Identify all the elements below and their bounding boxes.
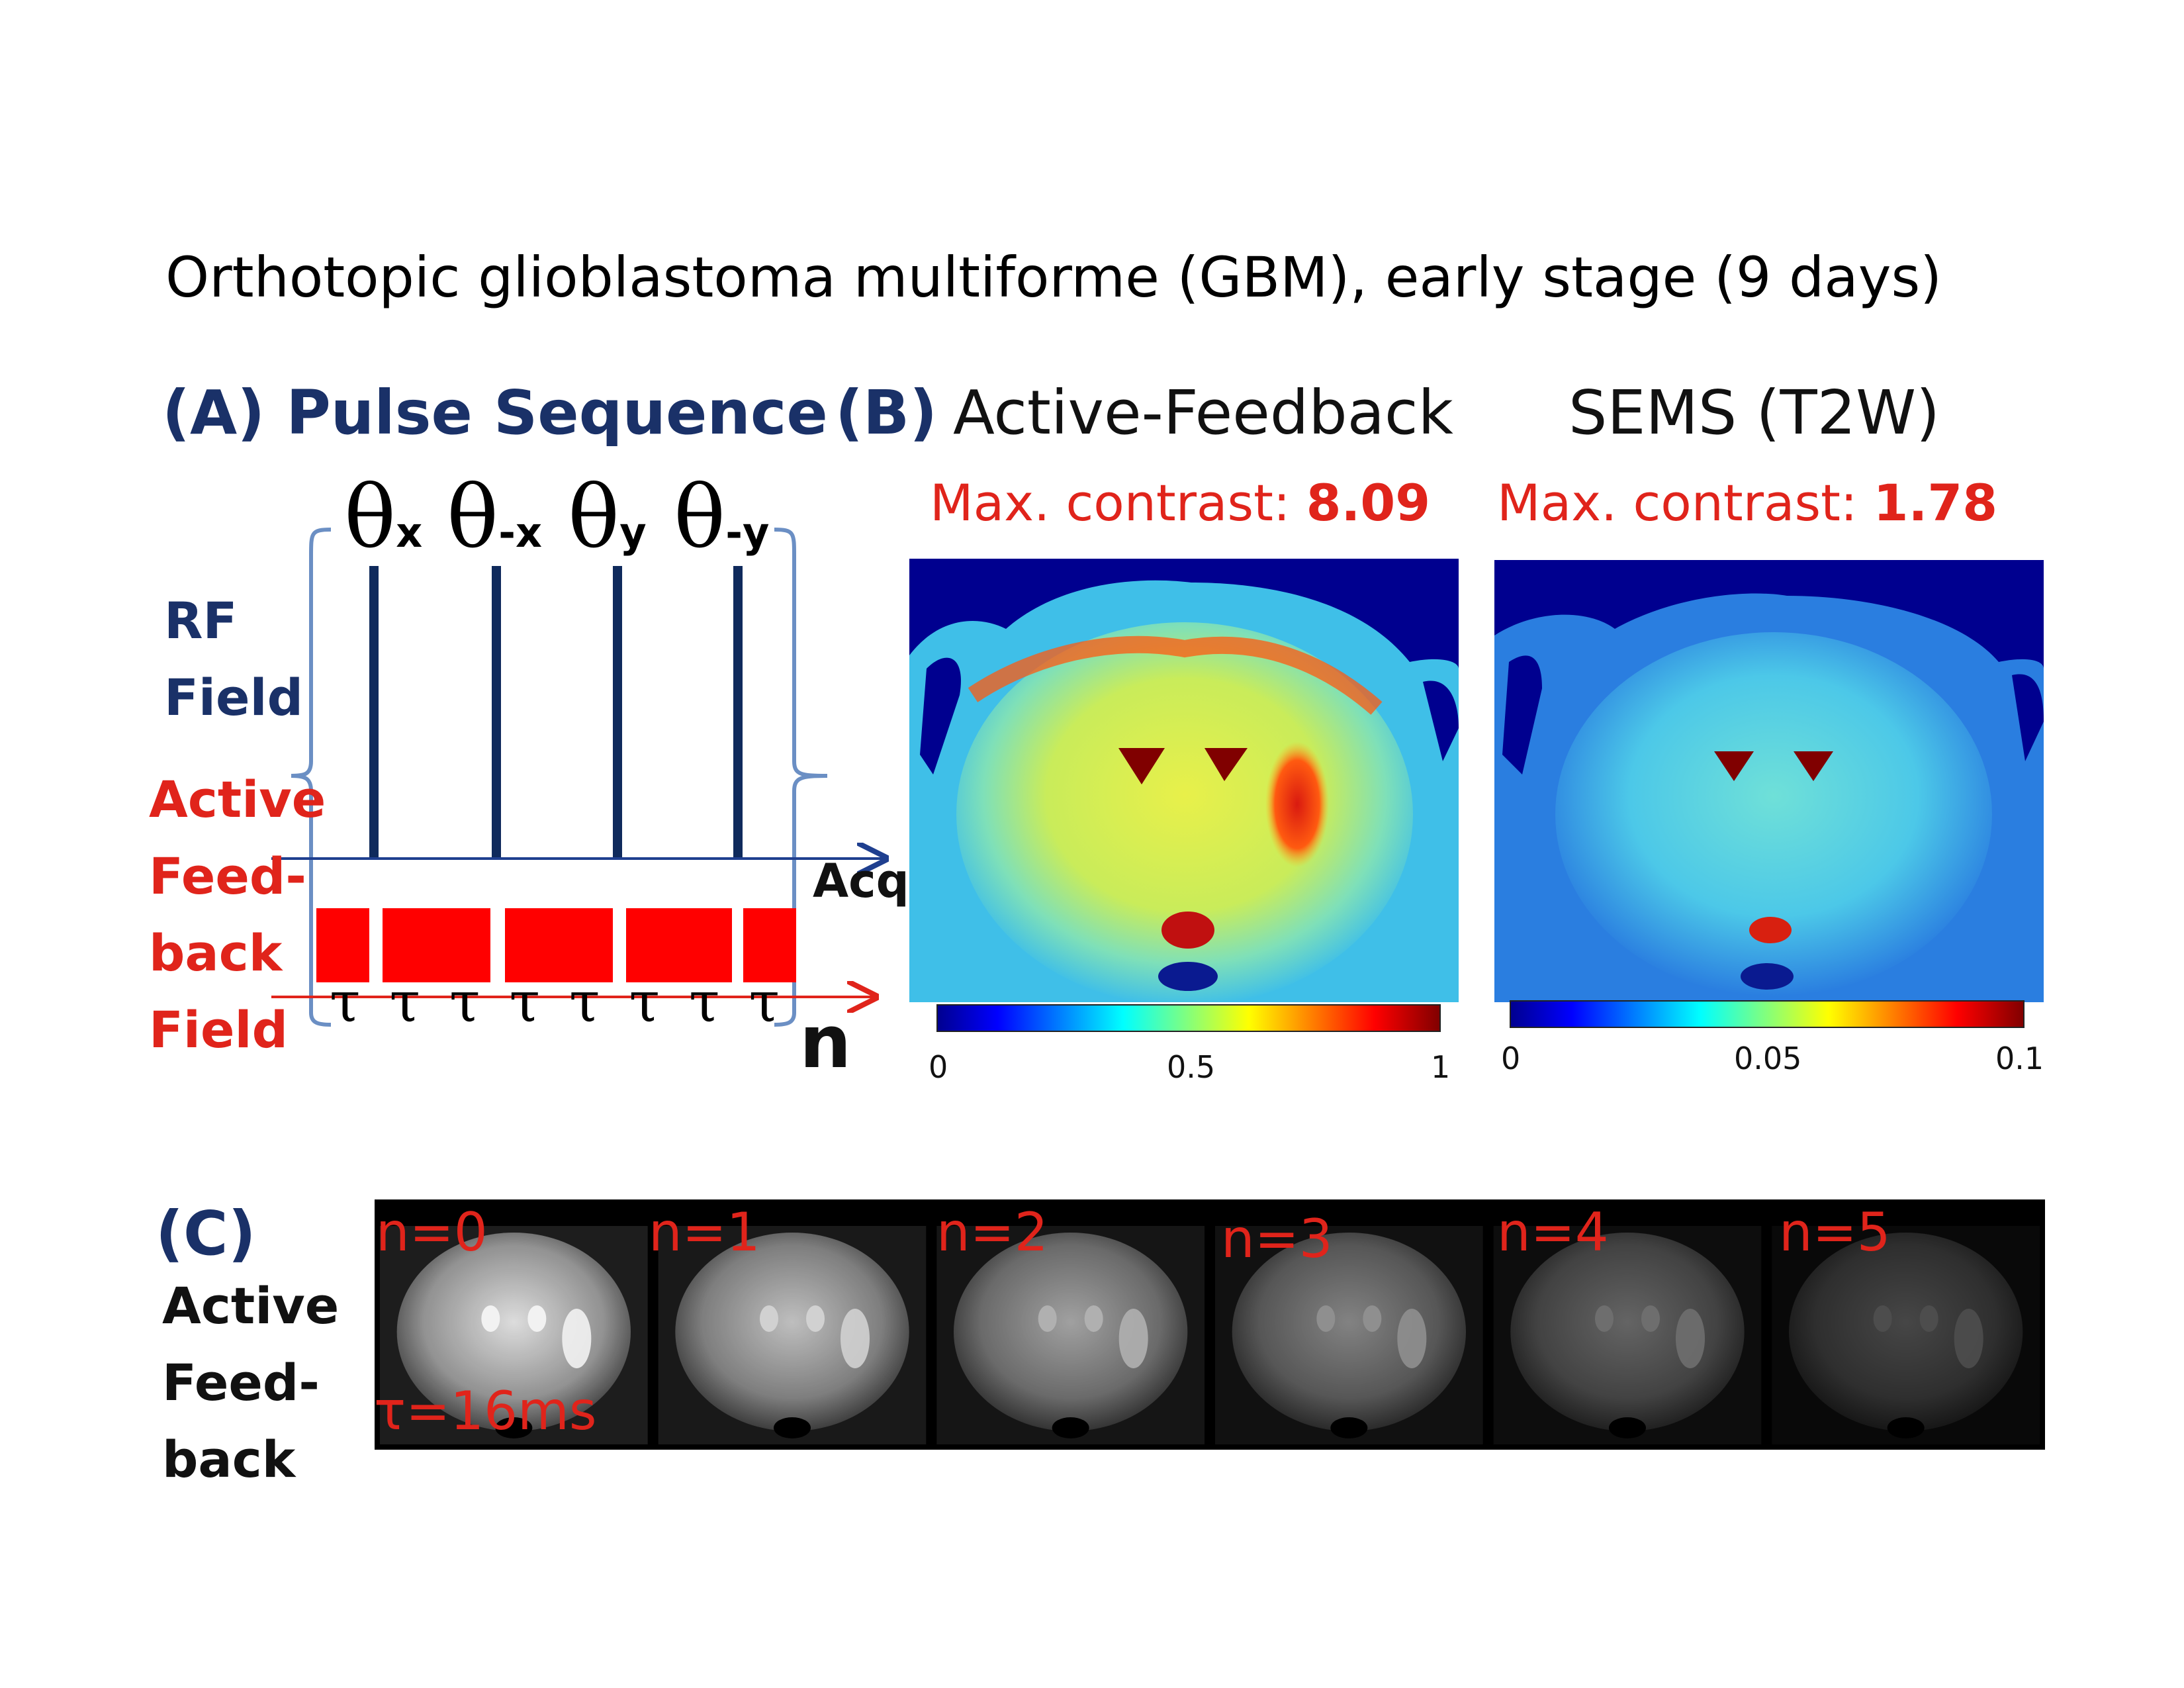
active-feedback-contrast: Max. contrast: 8.09 xyxy=(930,473,1431,532)
sems-tick-0: 0 xyxy=(1501,1041,1521,1076)
af-tick-2: 1 xyxy=(1431,1049,1451,1085)
frame-label-1: n=1 xyxy=(649,1201,760,1263)
rf-field-label: RF Field xyxy=(164,591,303,727)
panel-c-heading: (C) xyxy=(156,1198,256,1269)
active-feedback-map xyxy=(909,559,1459,1002)
tau-label-4: τ xyxy=(569,970,600,1035)
pulse-label-3: θy xyxy=(568,467,647,567)
frame-image-0 xyxy=(380,1226,648,1444)
tau-label-1: τ xyxy=(389,970,420,1035)
frame-label-0: n=0 xyxy=(376,1201,488,1263)
sems-map xyxy=(1494,560,2044,1002)
tau-value-label: τ=16ms xyxy=(374,1380,597,1442)
tau-label-0: τ xyxy=(330,970,361,1035)
repeat-n-label: n xyxy=(799,1000,852,1084)
pulse-label-4: θ-y xyxy=(674,467,770,567)
feedback-block-4 xyxy=(626,908,732,982)
frame-label-3: n=3 xyxy=(1221,1208,1333,1270)
active-feedback-colorbar xyxy=(936,1004,1441,1032)
frame-label-5: n=5 xyxy=(1779,1201,1891,1263)
tau-label-3: τ xyxy=(509,970,540,1035)
pulse-label-1: θx xyxy=(344,467,423,567)
rf-pulse-1 xyxy=(369,566,379,857)
af-tick-1: 0.5 xyxy=(1167,1049,1216,1085)
frame-image-3 xyxy=(1215,1226,1483,1444)
frame-image-2 xyxy=(936,1226,1205,1444)
rf-pulse-2 xyxy=(492,566,501,857)
frame-image-4 xyxy=(1493,1226,1762,1444)
feedback-block-3 xyxy=(505,908,613,982)
frame-image-1 xyxy=(658,1226,927,1444)
tau-label-6: τ xyxy=(689,970,720,1035)
right-bracket xyxy=(774,528,828,1027)
feedback-block-5 xyxy=(743,908,796,982)
panel-b-heading: (B) xyxy=(835,377,938,448)
tau-label-5: τ xyxy=(629,970,660,1035)
left-bracket xyxy=(291,528,332,1027)
sems-colorbar xyxy=(1510,1000,2025,1028)
frame-label-2: n=2 xyxy=(936,1201,1048,1263)
panel-c-side-label: Active Feed- back xyxy=(162,1276,340,1489)
rf-pulse-3 xyxy=(613,566,622,857)
pulse-label-2: θ-x xyxy=(447,467,543,567)
feedback-block-2 xyxy=(383,908,490,982)
sems-title: SEMS (T2W) xyxy=(1569,377,1940,448)
page-title: Orthotopic glioblastoma multiforme (GBM)… xyxy=(165,245,1942,310)
sems-contrast: Max. contrast: 1.78 xyxy=(1497,473,1998,532)
sems-tick-2: 0.1 xyxy=(1995,1041,2044,1076)
sems-tick-1: 0.05 xyxy=(1734,1041,1802,1076)
active-feedback-title: Active-Feedback xyxy=(953,377,1453,448)
panel-a-heading: (A) Pulse Sequence xyxy=(162,377,828,448)
rf-pulse-4 xyxy=(733,566,743,857)
feedback-block-1 xyxy=(316,908,369,982)
tau-label-7: τ xyxy=(749,970,780,1035)
feedback-image-strip xyxy=(375,1199,2045,1450)
acq-label: Acq xyxy=(813,854,909,908)
frame-label-4: n=4 xyxy=(1497,1201,1609,1263)
tau-label-2: τ xyxy=(449,970,480,1035)
frame-image-5 xyxy=(1772,1226,2040,1444)
af-tick-0: 0 xyxy=(929,1049,948,1085)
feedback-field-label: Active Feed- back Field xyxy=(149,770,326,1059)
